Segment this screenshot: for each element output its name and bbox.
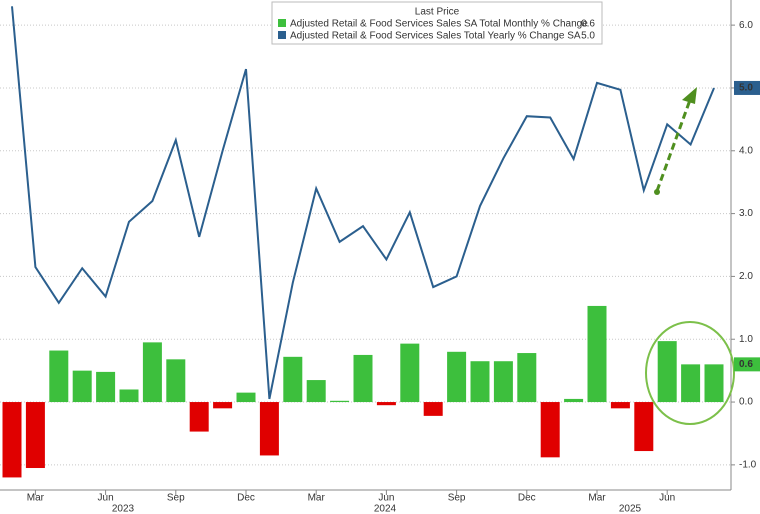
- bar: [259, 402, 279, 456]
- x-tick-label: Dec: [237, 493, 255, 504]
- x-tick-label: Mar: [27, 493, 45, 504]
- legend-title: Last Price: [415, 7, 460, 18]
- bar: [330, 400, 350, 403]
- legend-box: [271, 1, 603, 45]
- legend-swatch: [278, 19, 286, 27]
- bar: [25, 402, 45, 469]
- year-label: 2024: [374, 504, 397, 514]
- legend: Last Price Adjusted Retail & Food Servic…: [271, 1, 603, 45]
- bar: [283, 356, 303, 403]
- bar: [166, 359, 186, 403]
- bar: [119, 389, 139, 403]
- legend-entry: Adjusted Retail & Food Services Sales To…: [290, 31, 581, 42]
- legend-value: 5.0: [581, 31, 595, 42]
- bar: [189, 402, 209, 432]
- bar: [540, 402, 560, 458]
- bar: [49, 350, 69, 403]
- legend-entry: Adjusted Retail & Food Services Sales SA…: [290, 19, 588, 30]
- bar: [657, 341, 677, 403]
- bar: [142, 342, 162, 403]
- arrow-head: [682, 87, 697, 104]
- x-tick-label: Jun: [378, 493, 394, 504]
- x-tick-label: Dec: [518, 493, 536, 504]
- y-tick-label: 1.0: [739, 334, 753, 345]
- y-tick-label: 2.0: [739, 271, 753, 282]
- bar: [564, 398, 584, 403]
- x-tick-label: Mar: [308, 493, 326, 504]
- y-tick-label: -1.0: [739, 460, 757, 471]
- bar: [447, 351, 467, 403]
- annotation-arrow: [655, 99, 692, 192]
- bar: [587, 305, 607, 403]
- bar: [423, 402, 443, 416]
- last-value-tag: [734, 357, 760, 372]
- bar: [493, 361, 513, 403]
- line: [11, 6, 715, 400]
- bar: [376, 402, 396, 406]
- bar: [96, 371, 116, 403]
- last-value-tag: [734, 80, 760, 95]
- bars: [2, 305, 724, 478]
- bar: [610, 402, 630, 409]
- y-tick-label: 3.0: [739, 208, 753, 219]
- year-label: 2023: [112, 504, 135, 514]
- y-tick-label: 4.0: [739, 145, 753, 156]
- lines: [11, 6, 715, 400]
- bar: [2, 402, 22, 478]
- bar: [470, 361, 490, 403]
- annotation-ellipse: [645, 321, 735, 425]
- bar: [236, 392, 256, 403]
- year-label: 2025: [619, 504, 642, 514]
- x-tick-label: Jun: [659, 493, 675, 504]
- x-tick-label: Mar: [588, 493, 606, 504]
- y-tick-label: 6.0: [739, 20, 753, 31]
- bar: [704, 364, 724, 403]
- legend-value: 0.6: [581, 19, 595, 30]
- bar: [400, 343, 420, 403]
- bar: [681, 364, 701, 403]
- y-tick-label: 0.0: [739, 397, 753, 408]
- x-tick-label: Sep: [448, 493, 466, 504]
- bar: [306, 380, 326, 403]
- last-value-label: 0.6: [739, 359, 753, 370]
- bar: [517, 353, 537, 403]
- legend-swatch: [278, 31, 286, 39]
- bar: [634, 402, 654, 452]
- x-tick-label: Sep: [167, 493, 185, 504]
- x-tick-label: Jun: [98, 493, 114, 504]
- arrow-start: [654, 189, 660, 195]
- bar: [353, 354, 373, 403]
- bar: [213, 402, 233, 409]
- bar: [72, 370, 92, 403]
- grid: [0, 24, 731, 466]
- last-value-label: 5.0: [739, 83, 753, 94]
